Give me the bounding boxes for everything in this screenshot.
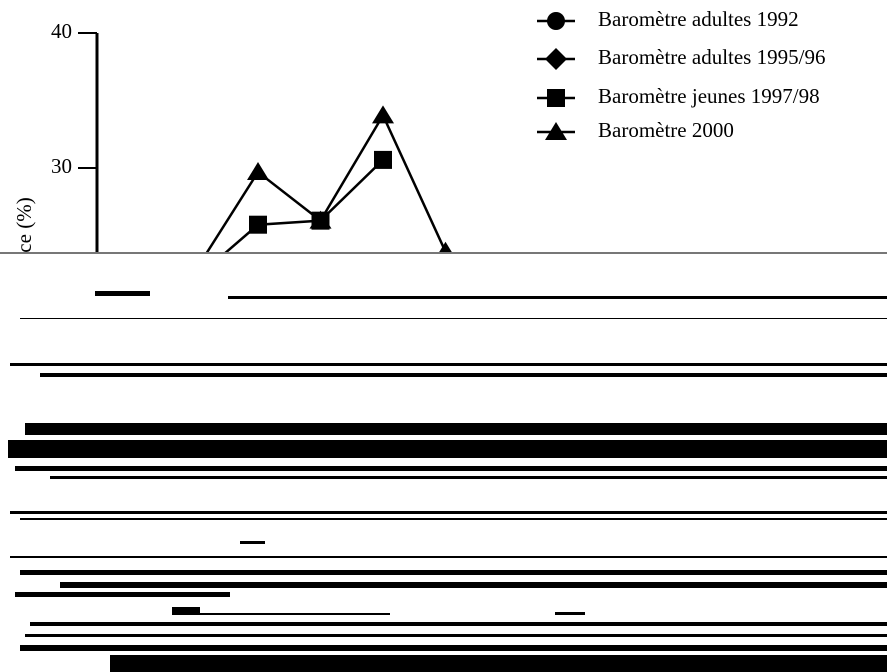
- marker: [372, 105, 394, 123]
- y-tick-label: 30: [51, 154, 72, 178]
- marker: [247, 162, 269, 180]
- chart: ce (%) 30 40 Baromètre adultes 1992 Baromèt…: [0, 0, 887, 672]
- legend-label: Baromètre adultes 1995/96: [598, 45, 825, 69]
- marker: [249, 216, 267, 234]
- marker: [374, 151, 392, 169]
- y-tick-label: 40: [51, 19, 72, 43]
- marker: [435, 242, 457, 260]
- plot-area: [185, 105, 457, 287]
- series-line: [196, 160, 384, 279]
- marker: [547, 89, 565, 107]
- legend-label: Baromètre 2000: [598, 118, 734, 142]
- legend-label: Baromètre adultes 1992: [598, 7, 799, 31]
- marker: [545, 48, 567, 70]
- marker: [185, 261, 207, 279]
- y-axis-label: ce (%): [12, 197, 36, 252]
- scan-noise: [0, 252, 887, 672]
- legend-label: Baromètre jeunes 1997/98: [598, 84, 820, 108]
- marker: [187, 270, 205, 288]
- marker: [547, 12, 565, 30]
